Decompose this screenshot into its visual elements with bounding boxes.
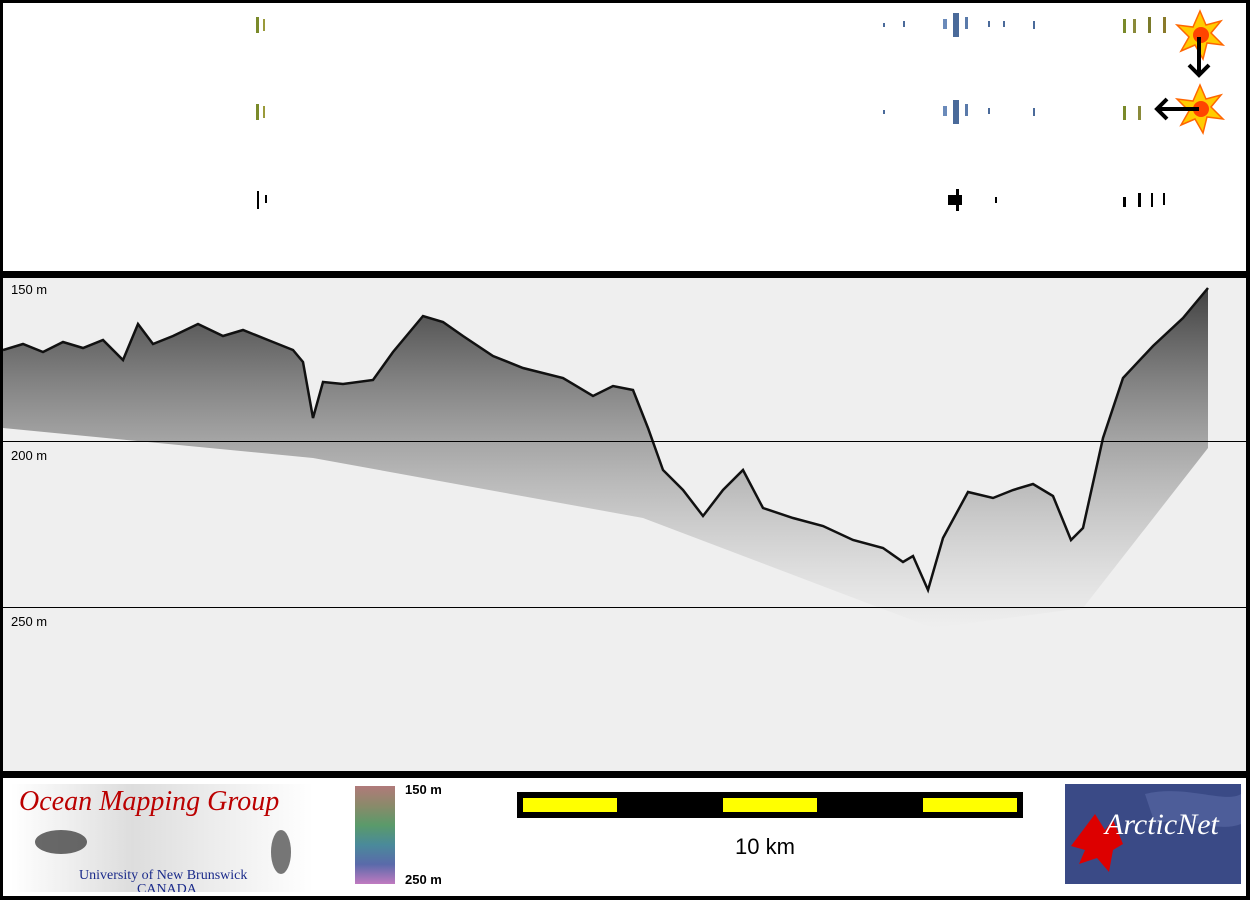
arcticnet-logo: ArcticNet	[1065, 784, 1241, 884]
depth-label-150: 150 m	[11, 282, 48, 297]
scalebar-segment	[723, 798, 817, 812]
distance-scalebar	[517, 792, 1023, 818]
omg-logo-title: Ocean Mapping Group	[19, 786, 280, 817]
depth-gridline-250	[3, 607, 1246, 608]
omg-logo-university: University of New Brunswick	[79, 868, 248, 883]
seabed-shading	[3, 288, 1208, 628]
colorbar-bottom-label: 250 m	[405, 872, 442, 887]
scalebar-label: 10 km	[735, 834, 795, 859]
snippet-panel	[3, 3, 1246, 271]
depth-label-250: 250 m	[11, 614, 48, 629]
depth-label-200: 200 m	[11, 448, 48, 463]
omg-logo-artwork	[35, 830, 291, 874]
seabed-line	[3, 287, 1209, 594]
snippet-row-3	[257, 189, 1165, 211]
colorbar-top-label: 150 m	[405, 782, 442, 797]
maple-leaf-icon	[1071, 791, 1241, 872]
sun-icon	[1174, 83, 1226, 135]
ocean-mapping-group-logo: Ocean Mapping Group University of New Br…	[11, 784, 313, 892]
sun-icon	[1174, 9, 1226, 61]
omg-logo-country: CANADA	[137, 882, 197, 892]
scalebar-segment	[923, 798, 1017, 812]
depth-colorbar	[355, 786, 395, 884]
depth-gridline-200	[3, 441, 1246, 442]
legend-footer: Ocean Mapping Group University of New Br…	[3, 778, 1246, 896]
arcticnet-logo-text: ArcticNet	[1105, 808, 1219, 841]
snippet-row-2	[256, 100, 1141, 124]
depth-profile-panel: 150 m 200 m 250 m	[3, 278, 1246, 771]
snippet-row-1	[256, 13, 1166, 37]
arrow-down-icon	[1187, 37, 1211, 78]
scalebar-segment	[523, 798, 617, 812]
snippet-graphics	[256, 9, 1226, 211]
seabed-profile	[3, 287, 1209, 628]
arrow-left-icon	[1154, 97, 1199, 121]
